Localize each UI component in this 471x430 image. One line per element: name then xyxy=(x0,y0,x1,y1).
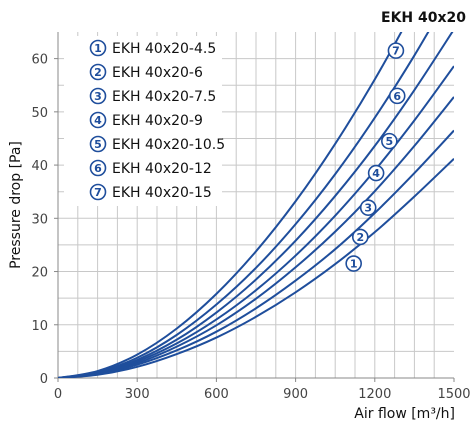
curve-marker-circle xyxy=(367,164,385,182)
x-tick-label: 300 xyxy=(125,387,150,402)
x-axis-label: Air flow [m³/h] xyxy=(354,406,455,422)
curve-marker-3: 3 xyxy=(359,199,377,216)
curve-marker-circle xyxy=(388,87,406,105)
legend-label: EKH 40x20-7.5 xyxy=(112,89,216,105)
legend-entry: 3 EKH 40x20-7.5 xyxy=(89,87,216,105)
curve-marker-1: 1 xyxy=(345,255,362,272)
curve-marker-6: 6 xyxy=(388,87,406,105)
x-tick-label: 1200 xyxy=(358,387,391,402)
legend-marker-circle xyxy=(89,135,107,153)
y-tick-label: 60 xyxy=(31,53,48,68)
curve-marker-label: 5 xyxy=(385,135,393,148)
curve-marker-circle xyxy=(381,132,398,150)
legend-marker-circle xyxy=(89,111,107,129)
y-tick-label: 20 xyxy=(31,266,48,281)
curve-marker-label: 2 xyxy=(356,231,364,244)
y-tick-labels: 0 10 20 30 40 50 60 xyxy=(31,53,58,387)
series-line-7 xyxy=(58,32,403,378)
curve-marker-circle xyxy=(359,199,377,216)
legend-marker-label: 4 xyxy=(94,114,102,127)
legend-label: EKH 40x20-10.5 xyxy=(112,137,225,153)
legend-entry: 5 EKH 40x20-10.5 xyxy=(89,135,225,153)
legend-marker-circle xyxy=(89,159,107,177)
legend-label: EKH 40x20-6 xyxy=(112,65,203,81)
curve-markers: 1 2 3 4 5 6 7 xyxy=(345,42,406,272)
curve-marker-5: 5 xyxy=(381,132,398,150)
curve-marker-label: 4 xyxy=(372,167,380,180)
curve-marker-circle xyxy=(387,42,405,59)
legend-label: EKH 40x20-12 xyxy=(112,161,212,177)
curve-marker-2: 2 xyxy=(351,228,369,246)
legend-entry: 1 EKH 40x20-4.5 xyxy=(89,39,216,57)
curve-marker-label: 3 xyxy=(364,202,372,215)
legend-label: EKH 40x20-15 xyxy=(112,185,212,201)
curve-marker-circle xyxy=(345,255,362,272)
series-line-4 xyxy=(58,65,454,378)
y-tick-label: 10 xyxy=(31,319,48,334)
series-line-3 xyxy=(58,96,454,378)
x-tick-labels: 0 300 600 900 1200 1500 xyxy=(54,378,471,402)
series-line-2 xyxy=(58,129,454,378)
legend-entry: 2 EKH 40x20-6 xyxy=(89,63,203,81)
y-tick-label: 30 xyxy=(31,212,48,227)
legend-entry: 6 EKH 40x20-12 xyxy=(89,159,212,177)
legend-marker-label: 7 xyxy=(94,186,102,199)
legend: 1 EKH 40x20-4.5 2 EKH 40x20-6 3 EKH 40x20-7.5… xyxy=(64,36,225,206)
x-tick-label: 900 xyxy=(283,387,308,402)
x-tick-label: 1500 xyxy=(437,387,470,402)
y-tick-label: 50 xyxy=(31,106,48,121)
y-tick-label: 40 xyxy=(31,159,48,174)
legend-entry: 4 EKH 40x20-9 xyxy=(89,111,203,129)
series-lines xyxy=(58,32,454,378)
legend-marker-circle xyxy=(89,63,107,81)
curve-marker-circle xyxy=(351,228,369,246)
curve-marker-7: 7 xyxy=(387,42,405,59)
y-tick-label: 0 xyxy=(40,372,48,387)
curve-marker-4: 4 xyxy=(367,164,385,182)
legend-entry: 7 EKH 40x20-15 xyxy=(89,183,212,201)
legend-label: EKH 40x20-9 xyxy=(112,113,203,129)
legend-marker-circle xyxy=(89,39,107,57)
legend-marker-circle xyxy=(89,183,107,201)
x-tick-label: 0 xyxy=(54,387,62,402)
series-line-5 xyxy=(58,32,454,378)
series-line-1 xyxy=(58,157,454,378)
legend-marker-circle xyxy=(89,87,107,105)
legend-marker-label: 2 xyxy=(94,66,102,79)
x-tick-label: 600 xyxy=(204,387,229,402)
curve-marker-label: 1 xyxy=(350,258,358,271)
legend-marker-label: 1 xyxy=(94,42,102,55)
legend-marker-label: 3 xyxy=(94,90,102,103)
curve-marker-label: 7 xyxy=(392,45,400,58)
legend-marker-label: 6 xyxy=(94,162,102,175)
legend-marker-label: 5 xyxy=(94,138,102,151)
chart-title: EKH 40x20 xyxy=(381,10,466,26)
legend-label: EKH 40x20-4.5 xyxy=(112,41,216,57)
axes xyxy=(57,32,454,379)
curve-marker-label: 6 xyxy=(393,90,401,103)
y-axis-label: Pressure drop [Pa] xyxy=(8,141,24,269)
